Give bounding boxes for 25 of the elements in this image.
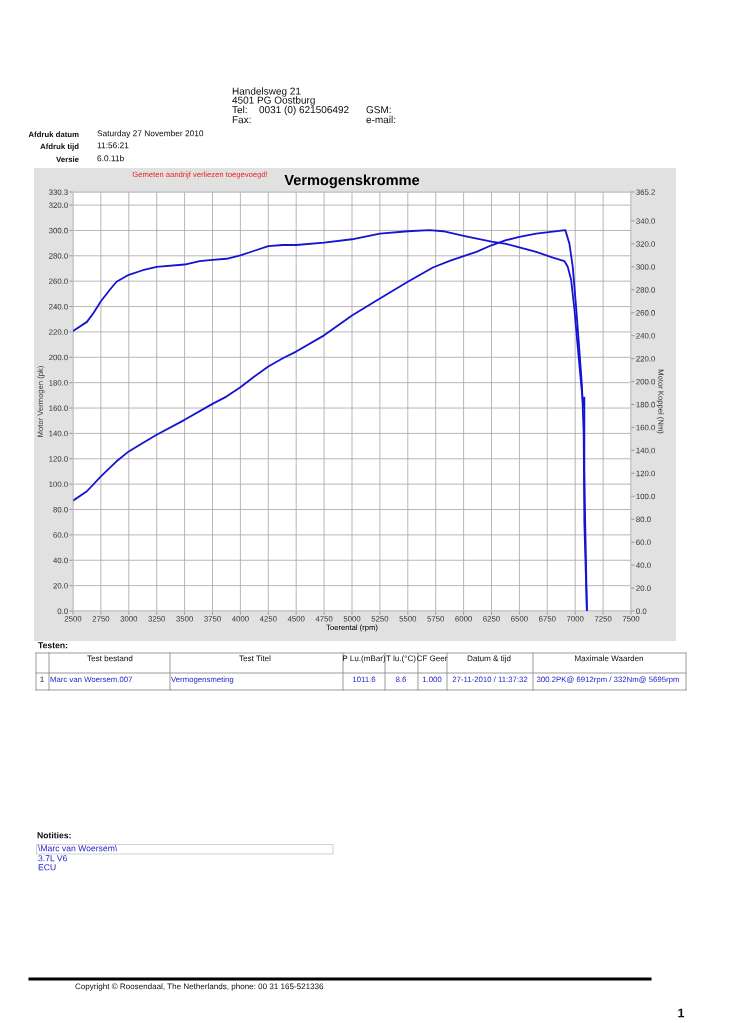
text: 3.7L V6 xyxy=(38,855,67,862)
text: Maximale Waarden xyxy=(575,655,644,662)
text: e-mail: xyxy=(366,115,396,124)
text: Copyright © Roosendaal, The Netherlands, phone: 00 31 165-521336 xyxy=(75,983,324,991)
text: ECU xyxy=(38,864,56,871)
text: 11:56:21 xyxy=(97,142,129,149)
text: T lu.(°C) xyxy=(386,655,416,663)
text: Saturday 27 November 2010 xyxy=(97,130,204,138)
text: 4501 PG Oostburg xyxy=(232,96,315,106)
chart-title: Vermogenskromme xyxy=(284,174,420,189)
text: Tel: xyxy=(232,105,247,114)
text: Notities: xyxy=(37,831,71,839)
text: 6.0.11b xyxy=(97,155,124,162)
text: 1 xyxy=(678,1008,685,1018)
text: Handelsweg 21 xyxy=(232,87,301,97)
text: P Lu.(mBar) xyxy=(343,655,386,663)
text: Fax: xyxy=(232,116,251,124)
text: Test bestand xyxy=(87,655,133,662)
text: \Marc van Woersem\ xyxy=(38,844,118,852)
text: Datum & tijd xyxy=(467,655,511,663)
text: 0031 (0) 621506492 xyxy=(259,105,349,116)
text: Test Titel xyxy=(239,655,271,662)
text: CF Geer xyxy=(416,655,448,662)
text: GSM: xyxy=(366,106,391,114)
text: Testen: xyxy=(38,642,68,649)
